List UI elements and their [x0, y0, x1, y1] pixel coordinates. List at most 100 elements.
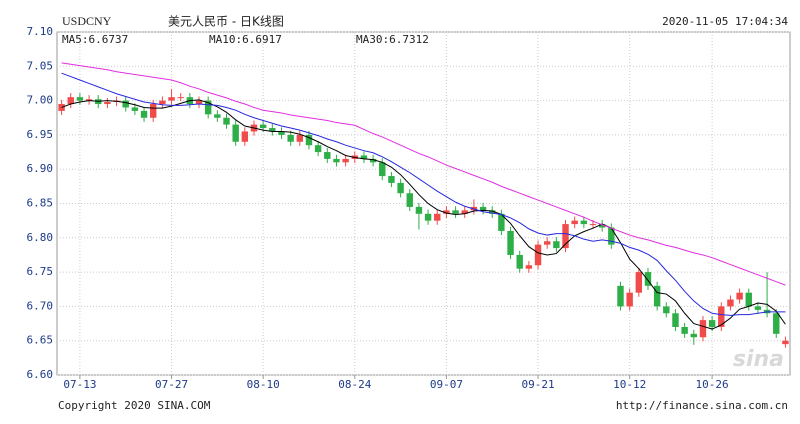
candle-body: [553, 241, 560, 249]
candle-body: [580, 220, 588, 225]
candle-body: [699, 320, 707, 338]
candle-body: [159, 100, 166, 105]
candle-body: [562, 224, 569, 249]
footer-left: Copyright 2020 SINA.COM: [58, 399, 211, 412]
candle-body: [379, 162, 386, 177]
candle-body: [424, 213, 432, 221]
candle-body: [85, 99, 93, 101]
x-tick-label: 08-24: [338, 378, 371, 391]
candle-body: [589, 224, 597, 226]
ma-line: [61, 99, 786, 330]
candle-body: [644, 272, 652, 286]
candle-body: [672, 313, 679, 327]
candle-body: [663, 306, 670, 314]
candle-body: [369, 158, 377, 163]
candle-body: [782, 340, 789, 345]
marks: [58, 62, 789, 348]
candle-body: [241, 131, 249, 142]
candle-body: [314, 145, 322, 153]
footer-right: http://finance.sina.com.cn: [616, 399, 788, 412]
candle-body: [131, 107, 139, 111]
candle-body: [507, 230, 514, 255]
chart-title: 美元人民币 - 日K线图: [168, 15, 284, 29]
candle-body: [287, 134, 294, 142]
candle-body: [635, 272, 643, 293]
candle-body: [342, 158, 349, 163]
candle-body: [571, 220, 578, 225]
candle-body: [443, 210, 450, 214]
y-tick-label: 7.00: [27, 94, 54, 107]
candle-body: [489, 210, 496, 214]
candle-body: [727, 299, 734, 307]
candle-body: [773, 313, 780, 334]
candle-body: [754, 306, 762, 310]
candle-body: [745, 292, 752, 307]
candle-body: [608, 227, 615, 245]
y-tick-label: 7.10: [27, 25, 54, 38]
candle-body: [598, 224, 606, 228]
candle-body: [360, 155, 368, 159]
legend-label: MA5:6.6737: [62, 33, 128, 46]
y-tick-label: 6.70: [27, 299, 54, 312]
candle-body: [543, 241, 551, 245]
y-tick-label: 6.60: [27, 368, 54, 381]
candle-body: [214, 114, 221, 118]
candle-body: [204, 100, 212, 115]
candle-body: [736, 292, 743, 300]
x-tick-label: 08-10: [247, 378, 280, 391]
candle-body: [479, 206, 487, 211]
candle-body: [333, 158, 340, 163]
x-tick-label: 10-26: [696, 378, 729, 391]
candle-body: [406, 193, 413, 207]
candle-body: [232, 124, 239, 142]
candle-body: [534, 244, 542, 266]
y-tick-label: 6.65: [27, 334, 54, 347]
candle-body: [324, 152, 331, 159]
candle-body: [516, 254, 523, 269]
y-tick-label: 6.85: [27, 197, 54, 210]
candle-body: [278, 131, 285, 135]
ma-line: [61, 72, 786, 316]
y-tick-label: 6.95: [27, 128, 54, 141]
candle-body: [461, 210, 468, 214]
candle-body: [223, 117, 230, 125]
candle-body: [653, 285, 661, 307]
legend-label: MA10:6.6917: [209, 33, 282, 46]
candle-body: [718, 306, 725, 327]
timestamp: 2020-11-05 17:04:34: [662, 15, 788, 28]
candle-body: [498, 213, 505, 231]
candle-body: [177, 97, 184, 99]
candle-body: [140, 110, 148, 118]
candle-body: [617, 285, 624, 307]
candle-body: [305, 134, 313, 146]
y-tick-label: 6.75: [27, 265, 54, 278]
candle-body: [76, 97, 84, 101]
candle-body: [269, 128, 276, 132]
candle-body: [397, 182, 404, 194]
candle-body: [149, 104, 157, 118]
candle-body: [67, 97, 74, 105]
x-tick-label: 09-07: [430, 378, 463, 391]
grid: [57, 31, 790, 376]
y-tick-label: 6.80: [27, 231, 54, 244]
y-tick-label: 7.05: [27, 59, 54, 72]
candle-body: [525, 265, 533, 269]
candle-body: [388, 176, 395, 183]
candle-body: [122, 100, 129, 108]
candle-body: [415, 206, 423, 214]
candle-body: [259, 124, 267, 129]
y-tick-label: 6.90: [27, 162, 54, 175]
x-tick-label: 10-12: [613, 378, 646, 391]
ma-line: [61, 62, 786, 286]
candle-body: [681, 326, 688, 334]
candle-body: [168, 97, 175, 101]
candle-body: [195, 100, 203, 105]
candle-body: [296, 134, 304, 142]
watermark: sina: [733, 347, 784, 372]
candle-body: [626, 292, 633, 307]
candle-body: [434, 213, 441, 221]
x-tick-label: 07-13: [63, 378, 96, 391]
x-tick-label: 09-21: [521, 378, 554, 391]
